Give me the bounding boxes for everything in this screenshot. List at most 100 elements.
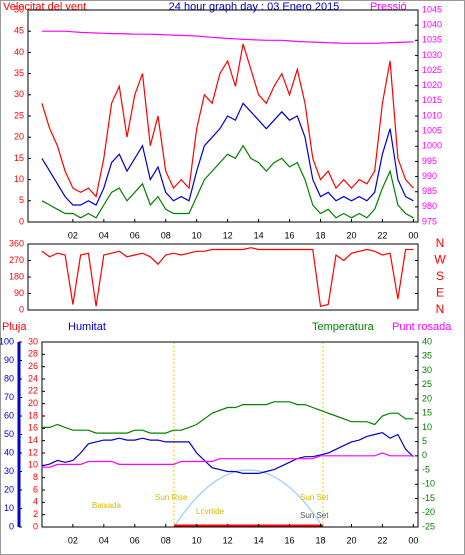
y3-tick-label: 80 bbox=[4, 373, 14, 383]
y2-tick-label: 1045 bbox=[422, 4, 442, 14]
annotation: Sun Rise bbox=[155, 493, 188, 502]
x-tick-label: 14 bbox=[254, 535, 264, 545]
y-tick-label: 0 bbox=[19, 304, 24, 314]
y2-tick-label: 15 bbox=[422, 408, 432, 418]
y2-tick-label: 1000 bbox=[422, 141, 442, 151]
x-tick-label: 22 bbox=[377, 535, 387, 545]
x-tick-label: 04 bbox=[99, 535, 109, 545]
series-line bbox=[41, 452, 414, 468]
y-tick-label: 20 bbox=[28, 398, 38, 408]
x-tick-label: 00 bbox=[408, 230, 418, 240]
y2-tick-label: W bbox=[434, 253, 446, 267]
y-tick-label: 45 bbox=[14, 26, 24, 36]
y2-tick-label: 1035 bbox=[422, 35, 442, 45]
sun-arc bbox=[173, 469, 324, 528]
y2-tick-label: 25 bbox=[422, 379, 432, 389]
x-tick-label: 06 bbox=[130, 230, 140, 240]
x-tick-label: 08 bbox=[161, 230, 171, 240]
y2-tick-label: 1030 bbox=[422, 50, 442, 60]
y2-tick-label: 35 bbox=[422, 351, 432, 361]
x-tick-label: 04 bbox=[99, 230, 109, 240]
y2-tick-label: E bbox=[436, 286, 444, 300]
y-tick-label: 30 bbox=[14, 89, 24, 99]
y2-tick-label: 1040 bbox=[422, 20, 442, 30]
y-tick-label: 50 bbox=[14, 4, 24, 14]
y-tick-label: 14 bbox=[28, 435, 38, 445]
y-tick-label: 270 bbox=[9, 255, 24, 265]
x-tick-label: 14 bbox=[254, 230, 264, 240]
y2-tick-label: -10 bbox=[422, 479, 435, 489]
y2-tick-label: 30 bbox=[422, 365, 432, 375]
y-tick-label: 28 bbox=[28, 349, 38, 359]
y-tick-label: 90 bbox=[14, 288, 24, 298]
annotation: Sun Set bbox=[300, 493, 329, 502]
y2-tick-label: S bbox=[436, 269, 444, 283]
y2-tick-label: -15 bbox=[422, 493, 435, 503]
y2-tick-label: 985 bbox=[422, 186, 437, 196]
y-tick-label: 360 bbox=[9, 238, 24, 248]
y3-tick-label: 10 bbox=[4, 503, 14, 513]
rain-label: Pluja bbox=[2, 321, 27, 333]
x-tick-label: 18 bbox=[315, 535, 325, 545]
series-line bbox=[41, 102, 414, 206]
y-tick-label: 20 bbox=[14, 132, 24, 142]
series-line bbox=[41, 401, 414, 434]
y-tick-label: 15 bbox=[14, 153, 24, 163]
y2-tick-label: 1015 bbox=[422, 95, 442, 105]
series-line bbox=[41, 431, 414, 474]
y-tick-label: 35 bbox=[14, 68, 24, 78]
y2-tick-label: 975 bbox=[422, 216, 437, 226]
y2-tick-label: 1020 bbox=[422, 80, 442, 90]
series-line bbox=[41, 247, 414, 308]
y-tick-label: 26 bbox=[28, 361, 38, 371]
y2-tick-label: 1010 bbox=[422, 110, 442, 120]
y3-tick-label: 90 bbox=[4, 355, 14, 365]
x-tick-label: 10 bbox=[192, 535, 202, 545]
y-tick-label: 2 bbox=[33, 509, 38, 519]
x-tick-label: 22 bbox=[377, 230, 387, 240]
y-tick-label: 6 bbox=[33, 484, 38, 494]
series-line bbox=[41, 43, 414, 198]
y2-tick-label: N bbox=[436, 236, 445, 250]
series-line bbox=[41, 30, 414, 44]
y-tick-label: 10 bbox=[28, 460, 38, 470]
y2-tick-label: 0 bbox=[422, 450, 427, 460]
series-line bbox=[41, 144, 414, 219]
x-tick-label: 18 bbox=[315, 230, 325, 240]
y3-tick-label: 60 bbox=[4, 410, 14, 420]
y3-tick-label: 20 bbox=[4, 484, 14, 494]
y-tick-label: 180 bbox=[9, 271, 24, 281]
y-tick-label: 0 bbox=[19, 216, 24, 226]
x-tick-label: 02 bbox=[68, 535, 78, 545]
chart-title: 24 hour graph day : 03 Enero 2015 bbox=[169, 1, 340, 13]
y-tick-label: 25 bbox=[14, 110, 24, 120]
y3-tick-label: 40 bbox=[4, 447, 14, 457]
plot-frame bbox=[41, 341, 419, 528]
x-tick-label: 10 bbox=[192, 230, 202, 240]
y-tick-label: 8 bbox=[33, 472, 38, 482]
y2-tick-label: 1005 bbox=[422, 126, 442, 136]
y2-tick-label: 40 bbox=[422, 336, 432, 346]
x-tick-label: 20 bbox=[346, 230, 356, 240]
y2-tick-label: 995 bbox=[422, 156, 437, 166]
y-tick-label: 10 bbox=[14, 174, 24, 184]
x-tick-label: 12 bbox=[223, 535, 233, 545]
y2-tick-label: 10 bbox=[422, 422, 432, 432]
y2-tick-label: -20 bbox=[422, 507, 435, 517]
y2-tick-label: 20 bbox=[422, 393, 432, 403]
y3-tick-label: 50 bbox=[4, 429, 14, 439]
annotation: Baixada bbox=[92, 501, 121, 510]
annotation: Lcvrtide bbox=[196, 507, 225, 516]
y-tick-label: 0 bbox=[33, 521, 38, 531]
y3-tick-label: 70 bbox=[4, 392, 14, 402]
y-tick-label: 18 bbox=[28, 410, 38, 420]
y3-tick-label: 30 bbox=[4, 466, 14, 476]
x-tick-label: 06 bbox=[130, 535, 140, 545]
y2-tick-label: 5 bbox=[422, 436, 427, 446]
y2-tick-label: 980 bbox=[422, 201, 437, 211]
x-tick-label: 20 bbox=[346, 535, 356, 545]
y2-tick-label: -25 bbox=[422, 521, 435, 531]
y-tick-label: 30 bbox=[28, 336, 38, 346]
x-tick-label: 16 bbox=[285, 535, 295, 545]
